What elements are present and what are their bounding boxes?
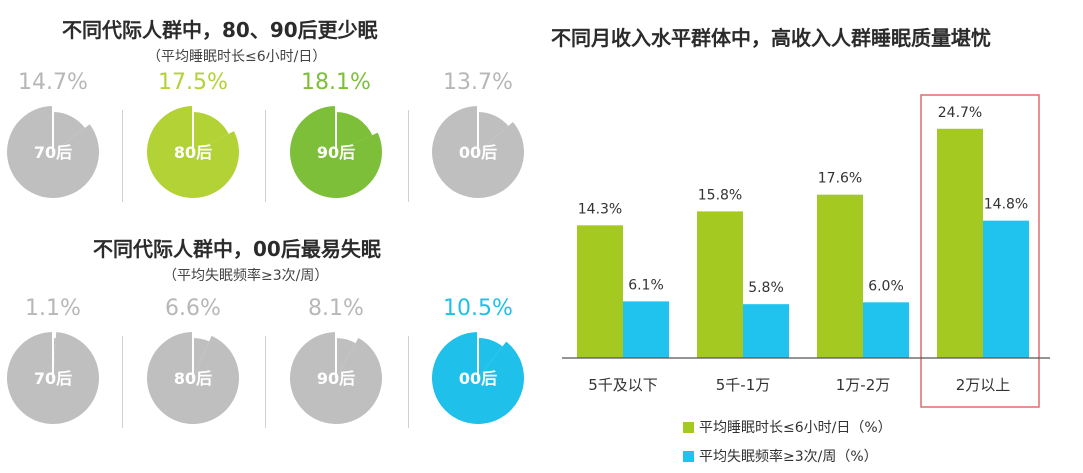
legend-swatch-green <box>683 421 694 433</box>
bar-chart-title: 不同月收入水平群体中，高收入人群睡眠质量堪忧 <box>551 26 991 50</box>
percent-label: 13.7% <box>443 70 513 95</box>
bar-data-label: 14.3% <box>578 201 622 217</box>
insomnia-section-title: 不同代际人群中，00后最易失眠 <box>93 237 381 261</box>
circle-slice <box>478 338 503 378</box>
bar-data-label: 6.0% <box>868 278 904 294</box>
generation-label: 70后 <box>34 369 72 388</box>
category-label: 5千-1万 <box>716 376 771 394</box>
divider <box>408 336 409 428</box>
circle-slice <box>336 338 356 378</box>
generation-label: 90后 <box>317 143 355 162</box>
generation-label: 80后 <box>174 369 212 388</box>
circle-slice <box>336 112 373 152</box>
circle-slice <box>478 112 509 152</box>
bar-insomnia <box>623 301 669 358</box>
percent-label: 18.1% <box>301 70 371 95</box>
generation-label: 70后 <box>34 143 72 162</box>
generation-label: 00后 <box>459 143 497 162</box>
divider <box>265 110 266 202</box>
generation-circle: 80后 <box>147 332 239 424</box>
divider <box>265 336 266 428</box>
sleep-section-title: 不同代际人群中，80、90后更少眠 <box>62 18 378 42</box>
generation-label: 80后 <box>174 143 212 162</box>
category-label: 5千及以下 <box>588 376 658 394</box>
divider <box>408 110 409 202</box>
legend-item-sleep: 平均睡眠时长≤6小时/日（%） <box>683 417 892 437</box>
legend-label-insomnia: 平均失眠频率≥3次/周（%） <box>699 449 878 465</box>
divider <box>122 110 123 202</box>
percent-label: 17.5% <box>158 70 228 95</box>
bar-sleep <box>937 128 983 358</box>
percent-label: 10.5% <box>443 296 513 321</box>
legend-swatch-blue <box>683 450 694 462</box>
bar-insomnia <box>983 220 1029 358</box>
bar-data-label: 24.7% <box>938 105 982 121</box>
divider <box>122 336 123 428</box>
bar-data-label: 14.8% <box>984 197 1028 213</box>
bar-sleep <box>817 194 863 358</box>
circle-slice <box>193 338 210 378</box>
legend-item-insomnia: 平均失眠频率≥3次/周（%） <box>683 446 878 466</box>
generation-label: 00后 <box>459 369 497 388</box>
income-bar-chart: 14.3% 6.1% 5千及以下 15.8% 5.8% 5千-1万 17.6% 6.0% 1万-… <box>562 94 1050 408</box>
circle-slice <box>53 112 85 152</box>
percent-label: 14.7% <box>18 70 88 95</box>
bar-insomnia <box>863 302 909 358</box>
bar-data-label: 5.8% <box>748 280 784 296</box>
insomnia-section-subtitle: （平均失眠频率≥3次/周） <box>163 268 329 284</box>
bar-data-label: 15.8% <box>698 187 742 203</box>
bar-data-label: 17.6% <box>818 171 862 187</box>
generation-circle: 90后 <box>290 332 382 424</box>
category-label: 1万-2万 <box>836 376 891 394</box>
generation-circle: 00后 <box>432 106 524 198</box>
generation-circle: 90后 <box>290 106 382 198</box>
generation-circle: 80后 <box>147 106 239 198</box>
bar-sleep <box>577 225 623 358</box>
percent-label: 6.6% <box>165 296 221 321</box>
generation-circle: 70后 <box>7 106 99 198</box>
bar-insomnia <box>743 304 789 358</box>
generation-label: 90后 <box>317 369 355 388</box>
category-label: 2万以上 <box>956 376 1011 394</box>
bar-data-label: 6.1% <box>628 277 664 293</box>
circle-slice <box>193 112 229 152</box>
bar-sleep <box>697 211 743 358</box>
generation-circle: 70后 <box>6 332 99 424</box>
percent-label: 1.1% <box>25 296 81 321</box>
percent-label: 8.1% <box>308 296 364 321</box>
legend-label-sleep: 平均睡眠时长≤6小时/日（%） <box>699 420 892 436</box>
generation-circle: 00后 <box>432 332 524 424</box>
sleep-section-subtitle: （平均睡眠时长≤6小时/日） <box>147 49 327 65</box>
highlight-box <box>920 94 1040 408</box>
